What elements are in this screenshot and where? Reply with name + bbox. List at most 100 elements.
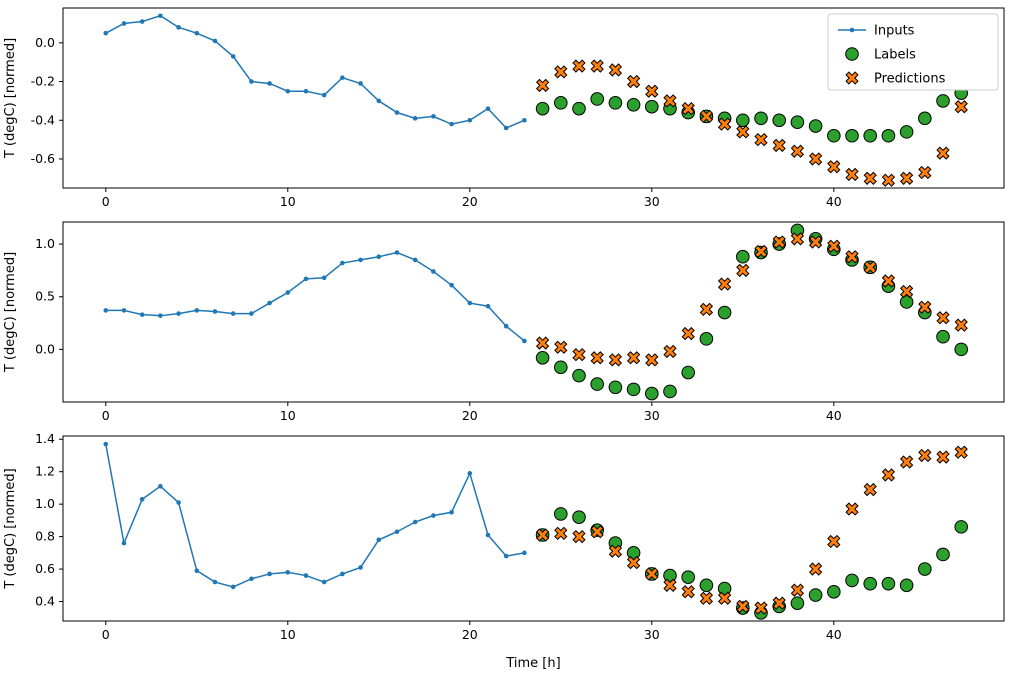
label-circle-marker (863, 576, 878, 591)
prediction-x-marker (881, 274, 896, 288)
input-point-marker (230, 584, 236, 590)
input-point-marker (176, 25, 181, 30)
prediction-x-marker (954, 445, 968, 459)
prediction-x-marker (645, 353, 659, 367)
prediction-x-marker (590, 525, 604, 539)
prediction-x-marker (554, 65, 568, 79)
prediction-x-marker (590, 351, 604, 365)
y-tick-label: 0.8 (35, 529, 55, 544)
input-point-marker (103, 441, 109, 447)
input-point-marker (412, 116, 418, 121)
prediction-x-marker (863, 260, 877, 274)
label-circle-marker (590, 92, 605, 106)
x-tick-label: 40 (826, 194, 842, 209)
prediction-x-marker (554, 340, 568, 354)
y-axis-label: T (degC) [normed] (3, 252, 18, 373)
input-point-marker (376, 98, 382, 104)
label-circle-marker (899, 295, 914, 309)
input-point-marker (340, 260, 345, 266)
series-labels (535, 86, 969, 143)
input-point-marker (158, 13, 163, 19)
y-tick-label: -0.6 (31, 151, 55, 166)
prediction-x-marker (554, 526, 568, 541)
label-circle-marker (608, 96, 623, 110)
series-predictions (535, 59, 968, 187)
y-tick-label: -0.2 (31, 74, 55, 89)
prediction-x-marker (572, 347, 586, 362)
input-point-marker (158, 313, 163, 318)
label-circle-marker (572, 101, 586, 116)
input-point-marker (431, 269, 436, 274)
label-circle-marker (535, 101, 550, 116)
prediction-x-marker (681, 585, 695, 599)
label-circle-marker (554, 507, 568, 521)
prediction-x-marker (918, 165, 932, 180)
input-point-marker (249, 576, 254, 582)
label-circle-marker (918, 562, 932, 576)
input-line (105, 14, 525, 129)
x-tick-label: 30 (644, 194, 660, 209)
prediction-x-marker (681, 101, 695, 116)
series-inputs (103, 13, 527, 131)
y-tick-label: 0.5 (35, 289, 55, 304)
label-circle-marker (827, 584, 841, 599)
legend-label: Inputs (874, 24, 915, 39)
prediction-x-marker (754, 601, 768, 615)
prediction-x-marker (772, 596, 786, 610)
prediction-x-marker (717, 591, 732, 605)
prediction-x-marker (790, 583, 805, 597)
label-circle-marker (590, 377, 605, 391)
y-tick-label: 1.2 (35, 464, 55, 479)
label-circle-marker (899, 125, 914, 139)
input-point-marker (358, 81, 363, 86)
label-circle-marker (663, 384, 677, 399)
input-point-marker (412, 519, 418, 525)
label-circle-marker (827, 128, 841, 143)
prediction-x-marker (899, 284, 914, 299)
label-circle-marker (717, 305, 732, 320)
input-point-marker (285, 290, 291, 295)
plot-frame (62, 221, 1005, 403)
input-point-marker (340, 571, 345, 577)
input-point-marker (176, 500, 181, 505)
label-circle-marker (554, 360, 568, 375)
label-circle-marker (954, 520, 969, 534)
input-point-marker (467, 117, 473, 123)
label-circle-marker (645, 99, 659, 114)
input-point-marker (358, 565, 363, 570)
y-tick-label: 1.0 (35, 496, 55, 511)
prediction-x-marker (808, 562, 823, 576)
input-point-marker (522, 338, 527, 344)
prediction-x-marker (608, 63, 623, 77)
input-point-marker (139, 312, 145, 317)
prediction-x-marker (936, 146, 950, 160)
x-tick-label: 20 (462, 627, 478, 642)
input-point-marker (176, 311, 181, 316)
prediction-x-marker (899, 455, 914, 469)
input-point-marker (485, 303, 491, 309)
x-tick-label: 30 (644, 627, 660, 642)
prediction-x-marker (736, 263, 750, 278)
label-circle-marker (681, 570, 696, 584)
series-inputs (103, 441, 527, 590)
input-point-marker (321, 92, 327, 98)
label-circle-marker (863, 128, 878, 143)
y-axis-label: T (degC) [normed] (3, 468, 18, 589)
label-circle-marker (808, 119, 823, 133)
subplot-bottom: 0 10 20 30 40 0.4 0.6 0.8 1.0 1.2 1.4 T (degC) [nor… (3, 431, 1005, 671)
input-line (105, 251, 525, 342)
input-point-marker (303, 276, 309, 282)
prediction-x-marker (535, 336, 550, 350)
input-point-marker (249, 79, 254, 84)
input-point-marker (230, 311, 236, 316)
input-point-marker (412, 257, 418, 263)
legend-item-inputs: Inputs (838, 24, 915, 39)
prediction-x-marker (699, 302, 714, 317)
prediction-x-marker (808, 152, 823, 166)
label-circle-marker (808, 588, 823, 602)
prediction-x-marker (590, 59, 604, 73)
input-point-marker (449, 121, 454, 127)
prediction-x-marker (754, 244, 768, 259)
label-circle-marker (881, 576, 896, 591)
input-point-marker (376, 254, 382, 260)
